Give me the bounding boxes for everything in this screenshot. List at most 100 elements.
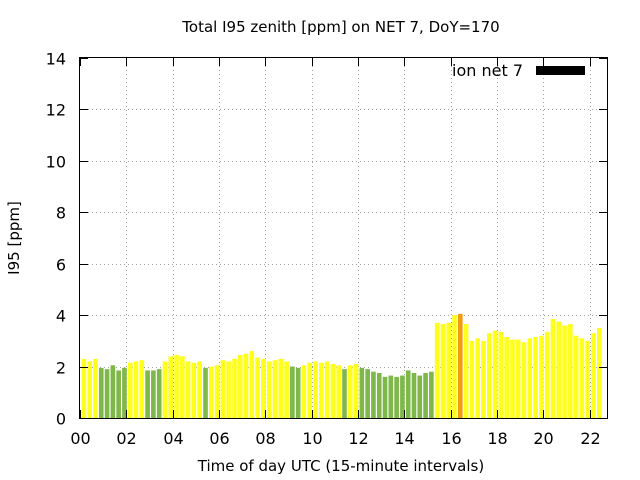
bar	[290, 366, 295, 418]
bar	[458, 313, 463, 418]
bar	[98, 367, 104, 418]
bar	[313, 361, 318, 418]
bar	[342, 369, 347, 418]
x-tick-label: 04	[163, 429, 183, 448]
bar	[498, 331, 504, 418]
bar	[255, 357, 260, 418]
bar	[180, 356, 185, 418]
plot-frame	[79, 57, 608, 419]
bar	[423, 373, 428, 418]
bar	[434, 322, 440, 418]
bar	[168, 356, 174, 418]
bar	[133, 361, 139, 418]
bar	[191, 362, 197, 418]
bar	[214, 365, 220, 418]
bar	[93, 358, 98, 418]
x-tick-label: 06	[209, 429, 229, 448]
bar	[272, 360, 278, 418]
axis-ticks	[80, 58, 607, 419]
y-tick-label: 4	[56, 307, 66, 326]
y-tick-label: 2	[56, 359, 66, 378]
bar	[405, 370, 411, 418]
bar	[359, 367, 365, 418]
y-tick-label: 8	[56, 204, 66, 223]
x-tick-label: 08	[255, 429, 275, 448]
bar	[81, 358, 87, 418]
bar	[278, 358, 284, 418]
bar	[568, 324, 573, 418]
bar	[597, 328, 602, 418]
legend-label: ion net 7	[452, 61, 523, 80]
bar	[87, 361, 92, 418]
bar	[330, 364, 336, 418]
bar	[585, 340, 591, 418]
bar	[266, 361, 272, 418]
bar	[417, 375, 423, 418]
x-tick-label: 20	[533, 429, 553, 448]
x-tick-label: 12	[348, 429, 368, 448]
bar	[353, 364, 359, 418]
x-tick-label: 14	[394, 429, 414, 448]
bar	[203, 367, 208, 418]
bar	[220, 360, 226, 418]
x-tick-label: 10	[302, 429, 322, 448]
bar	[527, 338, 533, 418]
x-tick-labels: 00 02 04 06 08 10 12 14 16 18 20 22	[70, 429, 600, 448]
bar	[226, 361, 231, 418]
x-axis-title: Time of day UTC (15-minute intervals)	[197, 457, 484, 475]
bar	[156, 369, 162, 418]
bar	[371, 371, 376, 418]
x-tick-label: 18	[487, 429, 507, 448]
bar	[475, 338, 481, 418]
y-axis-title: I95 [ppm]	[5, 201, 23, 275]
bar	[481, 340, 486, 418]
bar	[521, 342, 527, 418]
bar	[388, 375, 394, 418]
bar	[556, 321, 562, 418]
y-tick-labels: 0 2 4 6 8 10 12 14	[46, 50, 66, 429]
bar	[307, 362, 313, 418]
bar	[162, 361, 168, 418]
x-tick-label: 22	[580, 429, 600, 448]
y-tick-label: 12	[46, 101, 66, 120]
bar	[174, 355, 179, 418]
bar	[116, 370, 121, 418]
bar	[127, 362, 133, 418]
bar	[469, 340, 475, 418]
bar	[284, 361, 289, 418]
legend-swatch	[536, 66, 585, 75]
x-tick-label: 02	[116, 429, 136, 448]
y-tick-label: 0	[56, 410, 66, 429]
bar	[394, 376, 399, 418]
bar	[249, 351, 255, 418]
bar	[533, 337, 538, 418]
bar	[492, 330, 498, 418]
bar	[411, 373, 417, 418]
bar	[446, 322, 452, 418]
bar	[197, 361, 203, 418]
bar	[261, 358, 266, 418]
bar	[347, 365, 353, 418]
legend: ion net 7	[452, 61, 585, 80]
bar	[243, 353, 249, 418]
bar	[110, 365, 116, 418]
bar	[573, 335, 579, 418]
bar	[336, 365, 342, 418]
bars	[81, 313, 602, 418]
y-tick-label: 6	[56, 256, 66, 275]
bar	[319, 362, 324, 418]
bar	[208, 366, 214, 418]
bar	[550, 319, 556, 418]
bar	[324, 361, 330, 418]
bar	[544, 331, 550, 418]
bar	[104, 369, 110, 418]
bar	[232, 358, 237, 418]
bar	[510, 339, 515, 418]
chart-title: Total I95 zenith [ppm] on NET 7, DoY=170	[181, 18, 499, 36]
bar	[382, 376, 388, 418]
bar	[562, 325, 567, 418]
bar	[515, 339, 521, 418]
y-tick-label: 10	[46, 153, 66, 172]
bar	[440, 324, 446, 418]
